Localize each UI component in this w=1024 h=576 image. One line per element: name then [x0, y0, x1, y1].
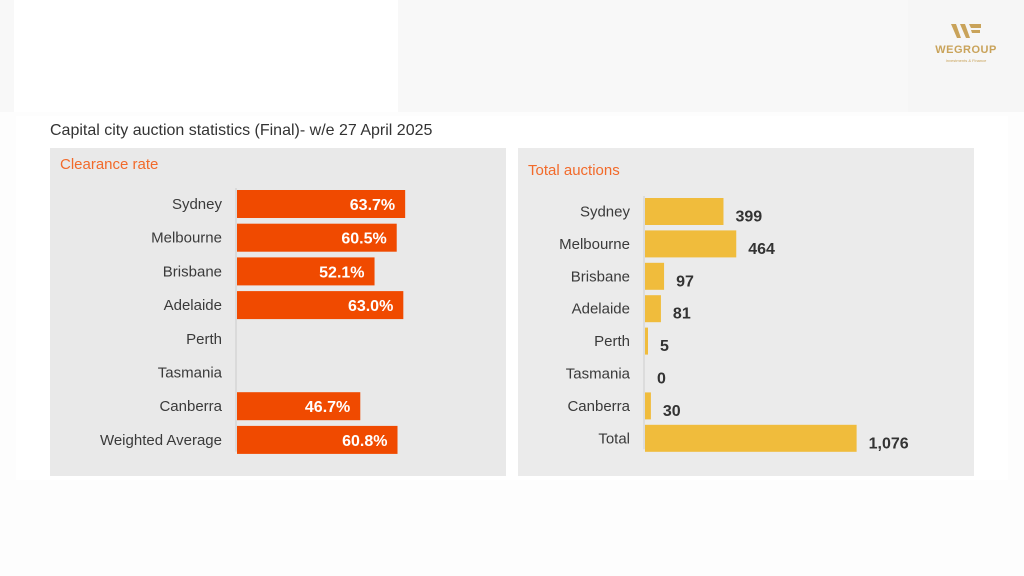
auctions-category-label-brisbane: Brisbane	[571, 268, 630, 285]
header-blank-panel	[14, 0, 398, 112]
auctions-bar-perth	[645, 327, 648, 355]
total-auctions-panel: Total auctions Sydney 399 Melbourne 464 Bris…	[518, 148, 974, 476]
clearance-rate-panel: Clearance rate Sydney 63.7% Melbourne 60.5%…	[50, 148, 506, 476]
auctions-bar-total	[645, 424, 857, 452]
clearance-value-label-adelaide: 63.0%	[348, 298, 393, 315]
clearance-value-label-brisbane: 52.1%	[319, 264, 364, 281]
clearance-bar-sydney	[237, 190, 406, 218]
total-auctions-title: Total auctions	[528, 162, 620, 179]
auctions-value-label-brisbane: 97	[676, 273, 694, 290]
auctions-bar-sydney	[645, 198, 724, 225]
logo-mark-icon	[951, 24, 981, 45]
clearance-rate-title: Clearance rate	[60, 156, 159, 173]
clearance-value-label-canberra: 46.7%	[305, 399, 350, 416]
clearance-bar-melbourne	[237, 223, 397, 252]
clearance-category-label-adelaide: Adelaide	[164, 297, 222, 314]
clearance-bar-weighted-average	[237, 425, 398, 454]
auctions-value-label-melbourne: 464	[748, 241, 775, 258]
clearance-category-label-tasmania: Tasmania	[158, 365, 223, 382]
auctions-bar-melbourne	[645, 230, 737, 258]
clearance-category-label-brisbane: Brisbane	[163, 263, 222, 280]
auctions-bar-canberra	[645, 392, 651, 420]
clearance-category-label-sydney: Sydney	[172, 196, 223, 213]
auctions-value-label-canberra: 30	[663, 403, 681, 420]
clearance-bar-adelaide	[237, 291, 404, 320]
logo-tagline: Investments & Finance	[945, 58, 987, 63]
clearance-value-label-melbourne: 60.5%	[341, 231, 386, 248]
clearance-bar-canberra	[237, 392, 361, 421]
clearance-bar-brisbane	[237, 257, 375, 286]
clearance-category-label-melbourne: Melbourne	[151, 230, 222, 247]
total-auctions-chart: Sydney 399 Melbourne 464 Brisbane 97 Adelaide 8…	[559, 196, 909, 452]
auctions-category-label-canberra: Canberra	[567, 398, 630, 415]
auctions-category-label-adelaide: Adelaide	[572, 301, 630, 318]
auction-stats-card: Capital city auction statistics (Final)-…	[16, 116, 1008, 480]
auctions-value-label-total: 1,076	[869, 435, 909, 452]
clearance-category-label-weighted-average: Weighted Average	[100, 432, 222, 449]
page-title: Capital city auction statistics (Final)-…	[50, 122, 433, 139]
auctions-value-label-tasmania: 0	[657, 371, 666, 388]
clearance-category-label-canberra: Canberra	[159, 398, 222, 415]
auctions-category-label-perth: Perth	[594, 333, 630, 350]
auctions-value-label-adelaide: 81	[673, 306, 691, 323]
logo-name: WEGROUP	[935, 44, 997, 56]
logo: WEGROUP Investments & Finance	[908, 0, 1024, 112]
clearance-value-label-weighted-average: 60.8%	[342, 433, 387, 450]
auctions-bar-brisbane	[645, 262, 665, 290]
clearance-category-label-perth: Perth	[186, 331, 222, 348]
clearance-value-label-sydney: 63.7%	[350, 197, 395, 214]
auctions-value-label-perth: 5	[660, 338, 669, 355]
auctions-category-label-melbourne: Melbourne	[559, 236, 630, 253]
auctions-category-label-tasmania: Tasmania	[566, 366, 631, 383]
auctions-value-label-sydney: 399	[735, 209, 762, 226]
clearance-rate-chart: Sydney 63.7% Melbourne 60.5% Brisbane 52.1% Ad…	[100, 188, 406, 454]
auctions-bar-adelaide	[645, 295, 661, 323]
header-strip	[0, 0, 1024, 112]
auctions-category-label-sydney: Sydney	[580, 204, 631, 221]
auctions-category-label-total: Total	[598, 430, 630, 447]
